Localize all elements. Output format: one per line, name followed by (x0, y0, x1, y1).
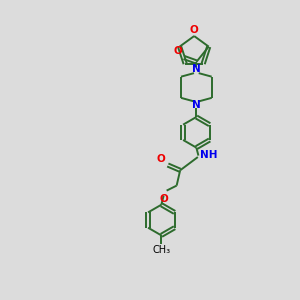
Text: N: N (192, 64, 201, 74)
Text: O: O (157, 154, 166, 164)
Text: CH₃: CH₃ (152, 245, 170, 255)
Text: NH: NH (200, 150, 218, 160)
Text: O: O (159, 194, 168, 204)
Text: O: O (173, 46, 182, 56)
Text: O: O (190, 25, 199, 34)
Text: N: N (192, 100, 201, 110)
